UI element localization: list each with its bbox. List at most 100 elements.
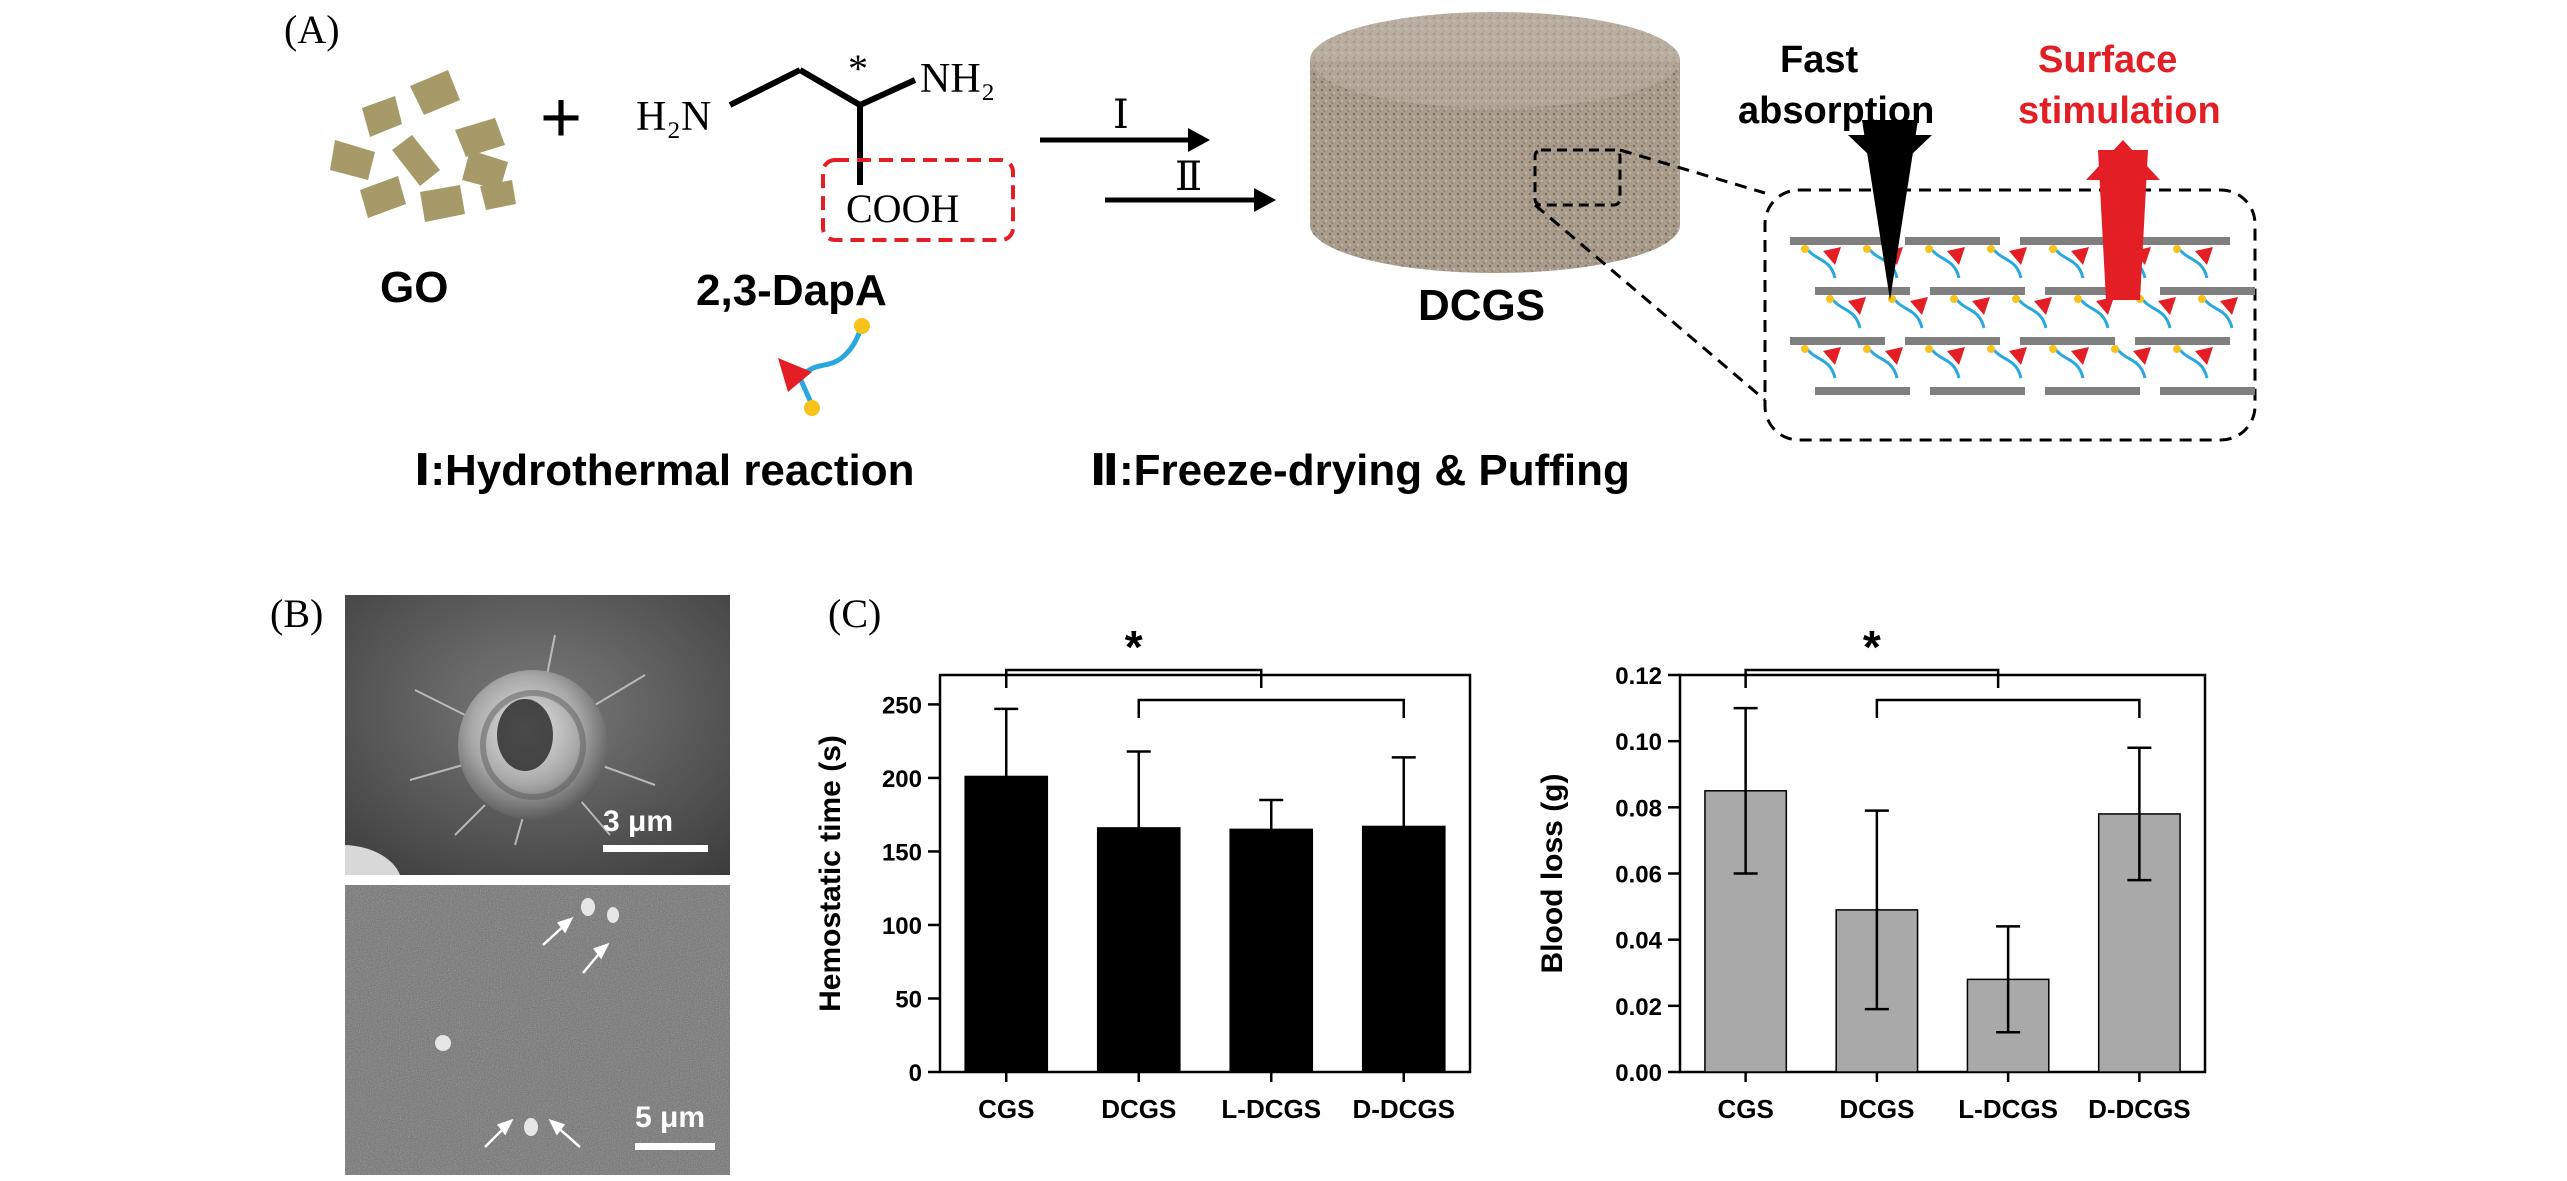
h2n-group: H₂N xyxy=(636,94,711,140)
y-tick-label: 100 xyxy=(882,913,922,940)
y-axis-label: Hemostatic time (s) xyxy=(814,735,847,1012)
linker-yellow-end xyxy=(2173,245,2181,253)
x-tick-label-d-dcgs: D-DCGS xyxy=(2088,1094,2191,1124)
panel-c-label: (C) xyxy=(828,591,882,636)
y-tick-label: 200 xyxy=(882,766,922,793)
chart-axes-frame xyxy=(938,673,1472,1074)
blood-loss-chart: 0.00 0.02 0.04 0.06 0.08 0.10 0.12 CGS DCGS L-DCG… xyxy=(1536,621,2207,1124)
linker-yellow-end xyxy=(1801,345,1809,353)
linker-yellow-end xyxy=(2173,345,2181,353)
step-ii-arrow-label: Ⅱ xyxy=(1175,154,1202,199)
linker-red-head xyxy=(2220,297,2238,315)
graphene-sheet xyxy=(1930,287,2025,295)
scale-bar-bottom-label: 5 μm xyxy=(635,1101,706,1134)
dapa-structure xyxy=(728,67,917,185)
surface-label-line2: stimulation xyxy=(2018,90,2221,132)
go-flakes-icon xyxy=(330,70,516,222)
fast-label-line2: absorption xyxy=(1738,90,1934,132)
graphene-sheet xyxy=(1815,387,1910,395)
panel-a-label: (A) xyxy=(284,7,340,52)
linker-yellow-end xyxy=(1987,345,1995,353)
fast-absorption-arrow-icon xyxy=(1862,120,1918,300)
y-axis-label: Blood loss (g) xyxy=(1536,774,1569,974)
x-tick-label-dcgs: DCGS xyxy=(1839,1094,1914,1124)
graphene-sheet xyxy=(1790,237,1885,245)
step-i-description: Ⅰ:Hydrothermal reaction xyxy=(414,446,914,495)
scale-bar-top-label: 3 μm xyxy=(603,805,674,838)
cooh-highlight-box xyxy=(821,158,1015,242)
surface-stimulation-arrow-icon xyxy=(2098,150,2148,300)
schematic-panel-a: GO + H₂N NH₂ * COOH 2,3-DapA Ⅰ Ⅱ xyxy=(330,12,2257,495)
linker-red-head xyxy=(1823,347,1841,365)
dcgs-label: DCGS xyxy=(1418,281,1545,330)
nh2-group: NH₂ xyxy=(920,56,995,102)
panel-b-label: (B) xyxy=(270,591,324,636)
linker-red-head xyxy=(2071,347,2089,365)
graphene-sheet xyxy=(2135,237,2230,245)
linker-red-head xyxy=(1947,247,1965,265)
sem-image-top: 3 μm xyxy=(345,595,730,875)
x-tick-label-d-dcgs: D-DCGS xyxy=(1352,1094,1455,1124)
y-tick-label: 0.02 xyxy=(1615,994,1662,1021)
graphene-sheet xyxy=(1815,287,1910,295)
zoom-detail-box xyxy=(1763,188,2257,442)
graphene-sheet xyxy=(1905,337,2000,345)
linker-red-head xyxy=(2009,347,2027,365)
y-tick-label: 0.08 xyxy=(1615,795,1662,822)
x-tick-label-dcgs: DCGS xyxy=(1101,1094,1176,1124)
dapa-label: 2,3-DapA xyxy=(696,266,887,315)
linker-yellow-end xyxy=(1987,245,1995,253)
linker-red-head xyxy=(1972,297,1990,315)
cooh-group: COOH xyxy=(846,186,959,231)
linker-yellow-end xyxy=(2012,295,2020,303)
graphene-sheet xyxy=(2020,337,2115,345)
linker-yellow-end xyxy=(2049,245,2057,253)
y-tick-label: 150 xyxy=(882,839,922,866)
linker-red-head xyxy=(1910,297,1928,315)
linker-red-head xyxy=(2158,297,2176,315)
reaction-arrows xyxy=(1040,128,1276,212)
linker-red-head xyxy=(2195,247,2213,265)
linker-yellow-end xyxy=(1888,295,1896,303)
step-i-arrow-label: Ⅰ xyxy=(1113,92,1129,137)
linker-red-head xyxy=(2071,247,2089,265)
linker-molecule-icon xyxy=(778,318,870,416)
y-tick-label: 0 xyxy=(909,1060,922,1087)
linker-yellow-end xyxy=(1925,245,1933,253)
y-tick-label: 0.12 xyxy=(1615,663,1662,690)
graphene-sheet xyxy=(2160,387,2255,395)
linker-yellow-end xyxy=(1925,345,1933,353)
layered-graphene-sheets xyxy=(1790,237,2255,395)
linker-red-head xyxy=(2133,347,2151,365)
hemostatic-time-chart: 0 50 100 150 200 250 CGS DCGS L-DCGS D-DCGS Hemost… xyxy=(814,621,1472,1124)
sem-image-bottom: 5 μm xyxy=(345,885,730,1175)
bar-l-dcgs xyxy=(1229,828,1314,1073)
y-tick-label: 0.00 xyxy=(1615,1060,1662,1087)
dcgs-cylinder-icon xyxy=(1310,12,1680,273)
zoom-line-bottom xyxy=(1534,203,1766,402)
graphene-sheet xyxy=(2045,287,2140,295)
linker-yellow-end xyxy=(1950,295,1958,303)
graphene-sheet xyxy=(2135,337,2230,345)
fast-label-line1: Fast xyxy=(1780,39,1858,81)
graphene-sheet xyxy=(1905,237,2000,245)
y-tick-label: 0.04 xyxy=(1615,928,1662,955)
significance-star: * xyxy=(1863,621,1881,673)
linker-yellow-end xyxy=(1863,245,1871,253)
go-label: GO xyxy=(380,263,448,312)
step-ii-description: Ⅱ:Freeze-drying & Puffing xyxy=(1090,446,1630,495)
plus-sign: + xyxy=(540,78,582,158)
linker-yellow-end xyxy=(2198,295,2206,303)
y-tick-label: 0.06 xyxy=(1615,862,1662,889)
linker-yellow-end xyxy=(2074,295,2082,303)
linker-red-head xyxy=(1848,297,1866,315)
zoom-line-top xyxy=(1619,148,1766,195)
linker-yellow-end xyxy=(1863,345,1871,353)
significance-bracket xyxy=(1137,698,1405,718)
linker-red-head xyxy=(1823,247,1841,265)
linker-red-head xyxy=(2009,247,2027,265)
x-tick-label-cgs: CGS xyxy=(978,1094,1034,1124)
y-tick-label: 0.10 xyxy=(1615,729,1662,756)
linker-red-head xyxy=(1947,347,1965,365)
x-tick-label-l-dcgs: L-DCGS xyxy=(1958,1094,2058,1124)
